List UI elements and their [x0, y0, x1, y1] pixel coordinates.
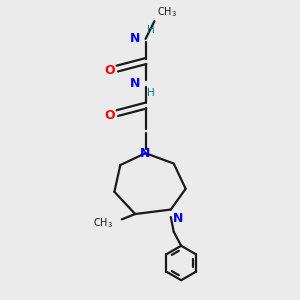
Text: O: O — [104, 109, 115, 122]
Text: N: N — [140, 147, 151, 160]
Text: N: N — [130, 77, 140, 90]
Text: H: H — [147, 88, 155, 98]
Text: CH$_3$: CH$_3$ — [93, 216, 113, 230]
Text: N: N — [173, 212, 184, 225]
Text: O: O — [104, 64, 115, 77]
Text: H: H — [147, 25, 155, 35]
Text: CH$_3$: CH$_3$ — [157, 5, 176, 19]
Text: N: N — [130, 32, 140, 45]
